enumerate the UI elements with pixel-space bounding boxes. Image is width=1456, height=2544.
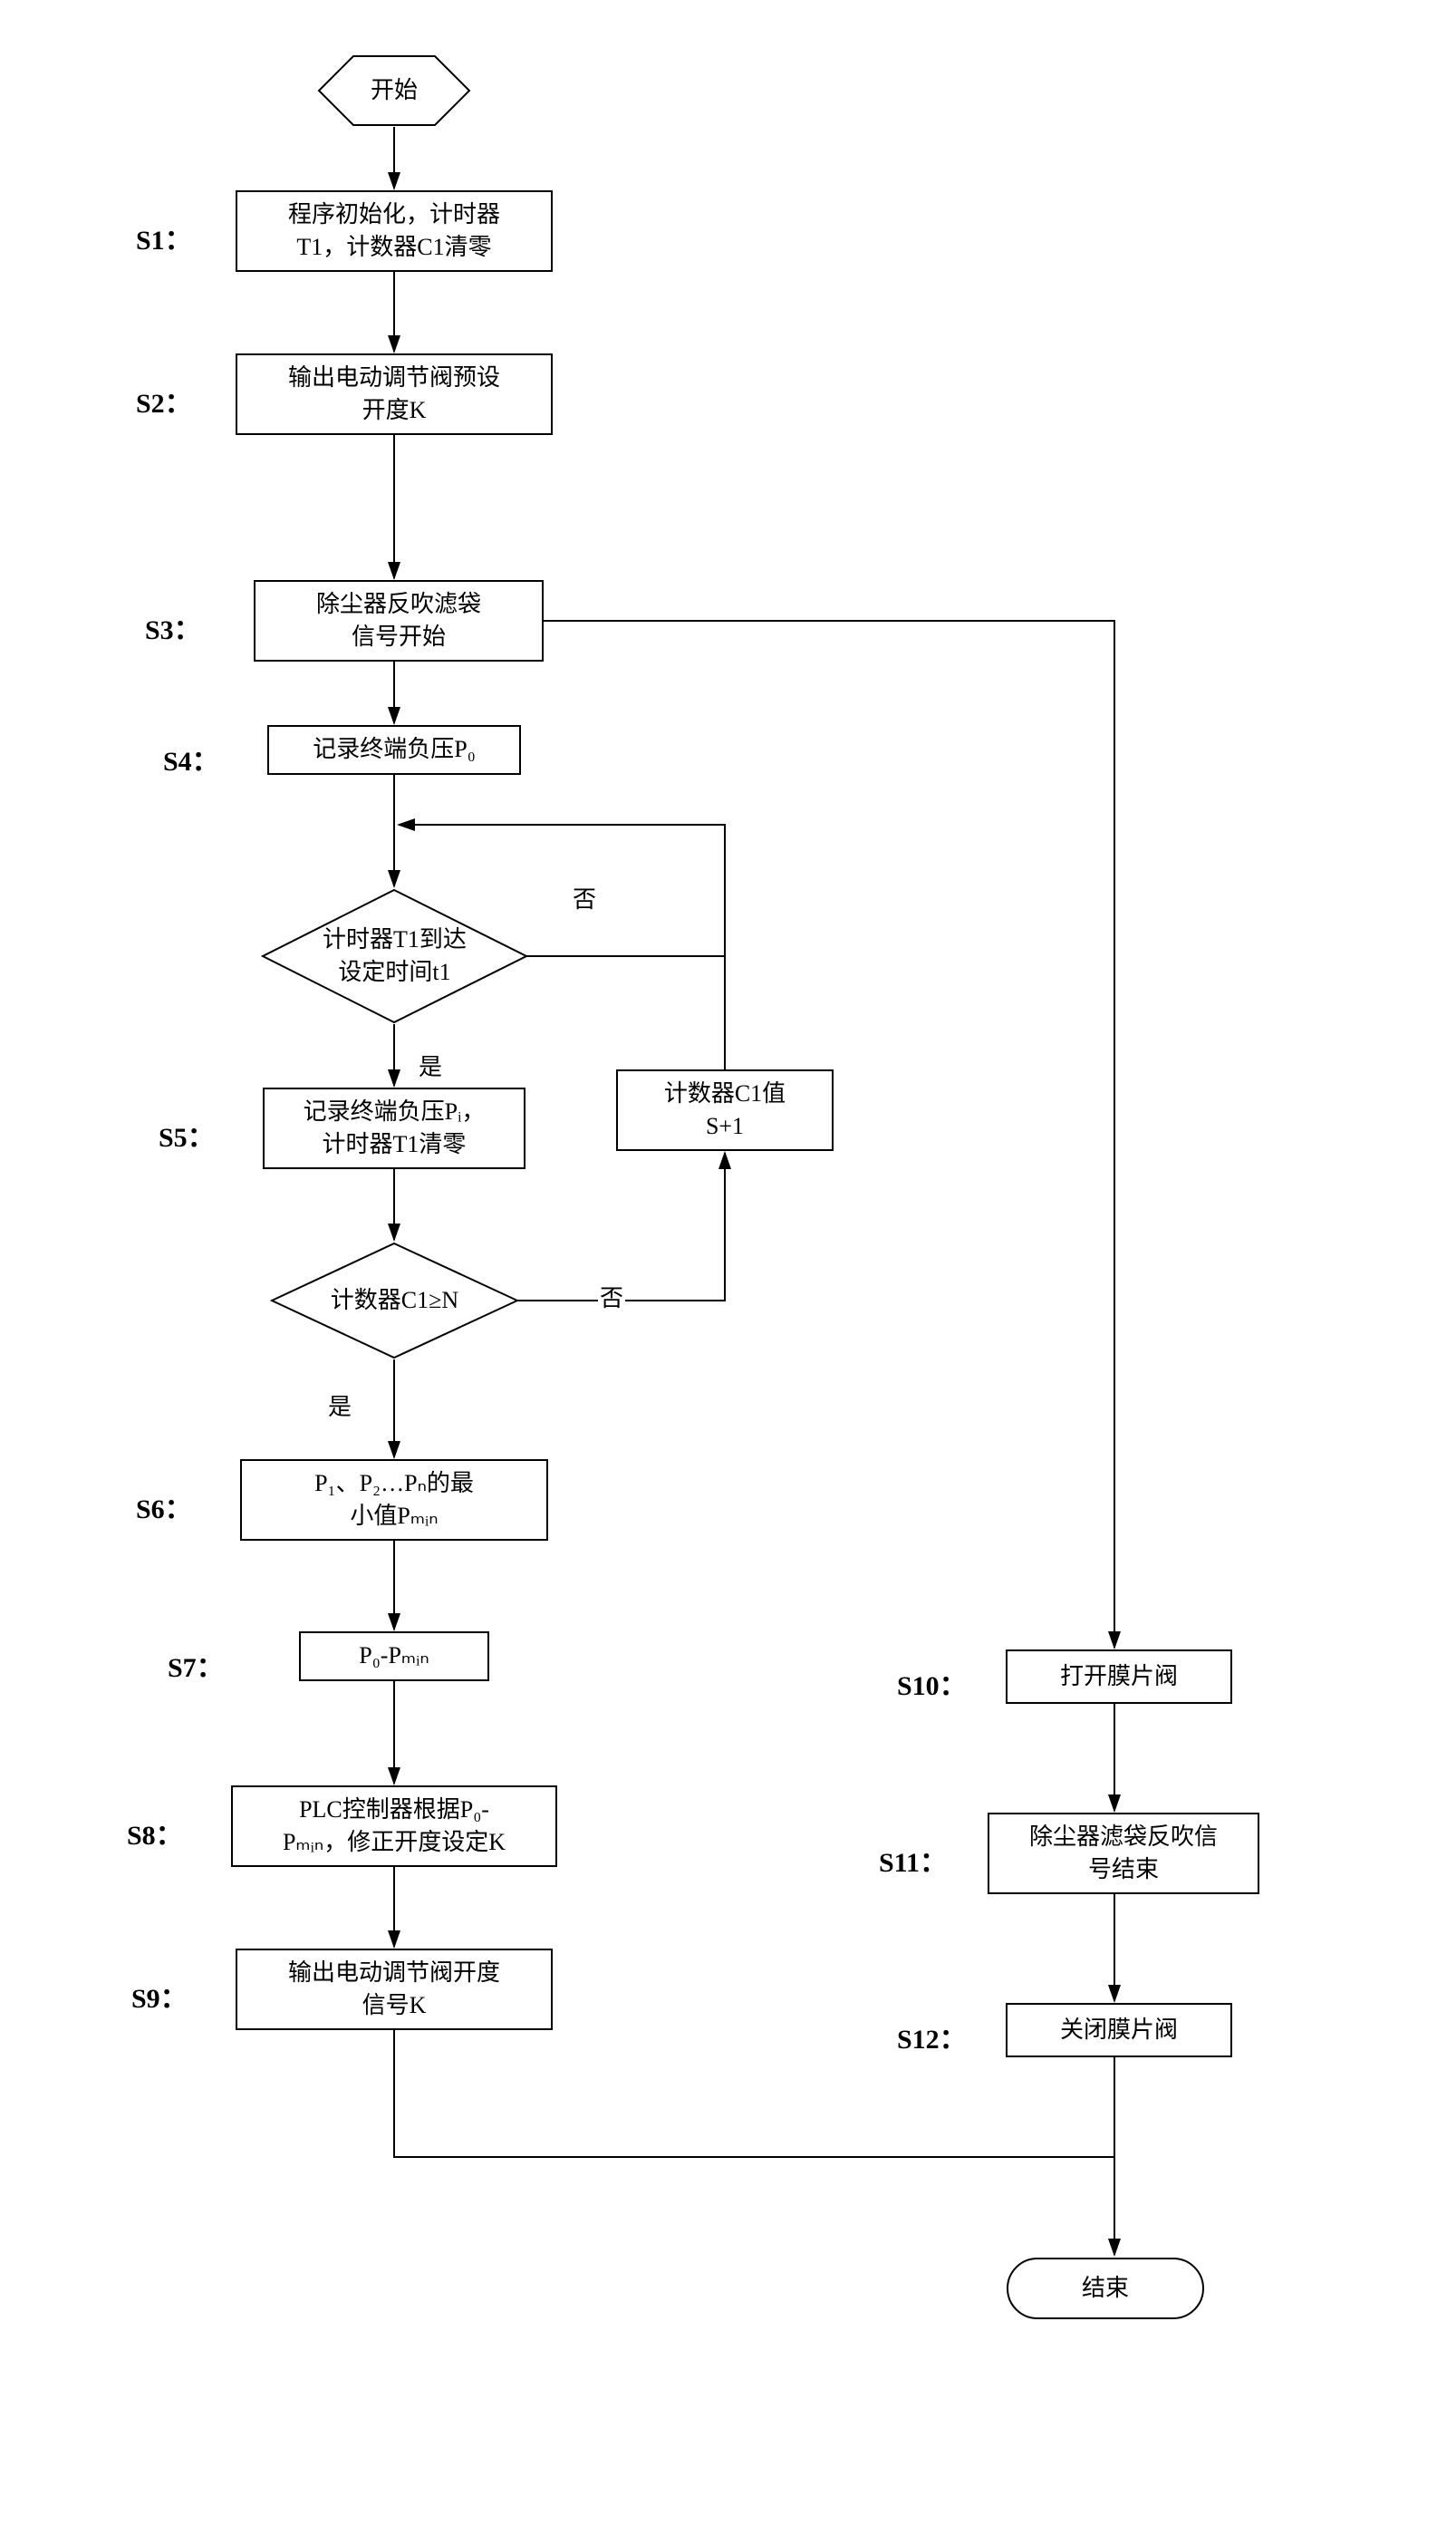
step-label-s5: S5： [159,1115,215,1155]
step-label-s10: S10： [897,1663,967,1703]
edge-label-d2-no: 否 [598,1278,625,1315]
step-label-s9: S9： [131,1976,188,2016]
edge-label-d1-yes: 是 [417,1047,444,1084]
node-end-text: 结束 [1082,2272,1129,2305]
edge-label-d2-yes: 是 [326,1387,353,1424]
step-label-s7: S7： [168,1645,224,1685]
step-label-s6: S6： [136,1486,192,1526]
step-label-s12: S12： [897,2017,967,2056]
node-d1-text: 计时器T1到达设定时间t1 [323,924,467,990]
flowchart-container: 开始 程序初始化，计时器T1，计数器C1清零 输出电动调节阀预设开度K 除尘器反… [27,27,1429,2517]
node-s5-text: 记录终端负压Pᵢ，计时器T1清零 [304,1096,486,1162]
node-s1: 程序初始化，计时器T1，计数器C1清零 [236,190,553,272]
node-s10-text: 打开膜片阀 [1060,1660,1178,1693]
node-s8: PLC控制器根据P₀-Pₘᵢₙ，修正开度设定K [231,1785,557,1867]
node-s12-text: 关闭膜片阀 [1060,2014,1178,2046]
node-s4: 记录终端负压P₀ [267,725,521,775]
node-s2-text: 输出电动调节阀预设开度K [288,362,500,428]
node-s6: P₁、P₂…Pₙ的最小值Pₘᵢₙ [240,1459,548,1541]
step-label-s11: S11： [879,1840,947,1880]
step-label-s3: S3： [145,607,201,647]
node-s1-text: 程序初始化，计时器T1，计数器C1清零 [288,198,500,265]
node-s7-text: P₀-Pₘᵢₙ [359,1640,429,1672]
node-s5: 记录终端负压Pᵢ，计时器T1清零 [263,1088,526,1169]
node-start-text: 开始 [371,74,418,107]
node-s7: P₀-Pₘᵢₙ [299,1631,489,1681]
node-s2: 输出电动调节阀预设开度K [236,353,553,435]
node-s9: 输出电动调节阀开度信号K [236,1949,553,2030]
node-s11-text: 除尘器滤袋反吹信号结束 [1029,1821,1218,1887]
node-s8-text: PLC控制器根据P₀-Pₘᵢₙ，修正开度设定K [283,1794,506,1860]
node-c1inc-text: 计数器C1值S+1 [664,1078,786,1144]
node-d2: 计数器C1≥N [270,1242,519,1359]
node-d2-text: 计数器C1≥N [331,1284,458,1317]
step-label-s4: S4： [163,739,219,779]
step-label-s1: S1： [136,218,192,257]
node-start: 开始 [317,54,471,127]
step-label-s2: S2： [136,381,192,421]
node-s3: 除尘器反吹滤袋信号开始 [254,580,544,662]
edge-label-d1-no: 否 [571,879,598,916]
node-s3-text: 除尘器反吹滤袋信号开始 [316,588,481,654]
node-d1: 计时器T1到达设定时间t1 [261,888,528,1024]
node-s4-text: 记录终端负压P₀ [313,733,476,766]
node-s11: 除尘器滤袋反吹信号结束 [988,1813,1259,1894]
node-c1inc: 计数器C1值S+1 [616,1069,834,1151]
node-s6-text: P₁、P₂…Pₙ的最小值Pₘᵢₙ [314,1467,474,1533]
node-s12: 关闭膜片阀 [1006,2003,1232,2057]
node-s9-text: 输出电动调节阀开度信号K [288,1957,500,2023]
node-s10: 打开膜片阀 [1006,1649,1232,1704]
step-label-s8: S8： [127,1813,183,1852]
node-end: 结束 [1006,2257,1205,2320]
